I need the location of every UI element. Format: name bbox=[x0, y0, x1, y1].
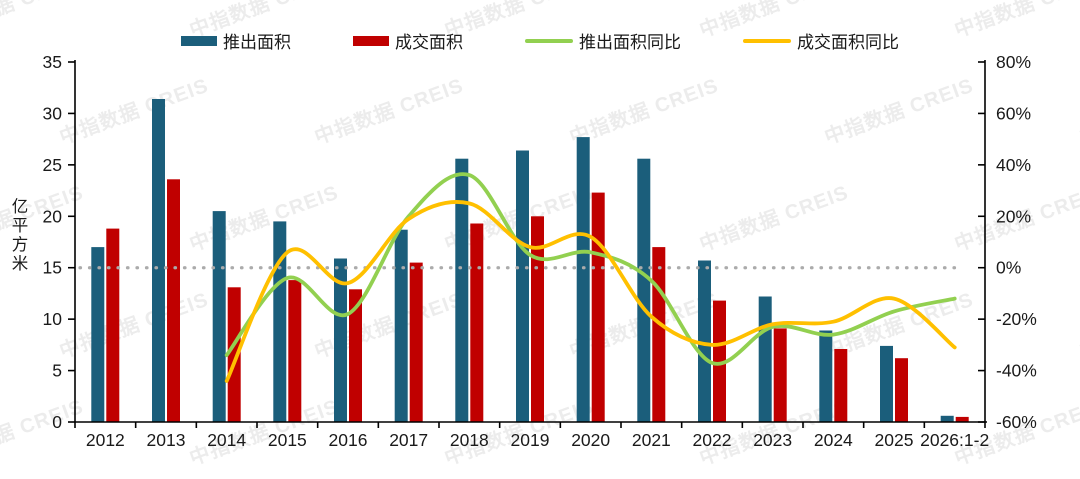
svg-text:2014: 2014 bbox=[207, 430, 246, 450]
bar bbox=[773, 328, 787, 422]
yoy-line-1 bbox=[224, 200, 957, 383]
svg-text:10: 10 bbox=[43, 309, 63, 329]
bar bbox=[834, 349, 848, 422]
svg-text:2024: 2024 bbox=[814, 430, 853, 450]
bar bbox=[152, 99, 165, 422]
svg-text:2015: 2015 bbox=[268, 430, 307, 450]
svg-text:-20%: -20% bbox=[996, 309, 1037, 329]
bar bbox=[394, 229, 408, 422]
yoy-line-0 bbox=[224, 172, 957, 366]
svg-text:60%: 60% bbox=[996, 103, 1031, 123]
svg-text:2025: 2025 bbox=[875, 430, 914, 450]
svg-text:30: 30 bbox=[43, 103, 63, 123]
bar bbox=[349, 289, 362, 422]
bar bbox=[455, 158, 469, 422]
svg-text:0: 0 bbox=[52, 412, 62, 432]
bar bbox=[470, 223, 484, 422]
x-axis-labels: 2012 2013 2014 2015 2016 2017 2018 2019 2020 2021… bbox=[86, 430, 989, 450]
axes bbox=[68, 60, 987, 428]
legend-label: 推出面积 bbox=[223, 33, 291, 52]
right-axis-labels: -60% -40% -20% 0% 20% 40% 60% 80% bbox=[996, 52, 1037, 432]
legend: 推出面积 成交面积 推出面积同比 成交面积同比 bbox=[0, 28, 1080, 53]
bar bbox=[273, 221, 287, 422]
svg-text:-60%: -60% bbox=[996, 412, 1037, 432]
bar bbox=[167, 179, 180, 422]
bar bbox=[940, 415, 954, 422]
legend-label: 成交面积同比 bbox=[797, 33, 899, 52]
bar bbox=[637, 158, 651, 422]
svg-text:2017: 2017 bbox=[389, 430, 428, 450]
svg-text:2026:1-2: 2026:1-2 bbox=[920, 430, 989, 450]
line-swatch-icon bbox=[743, 38, 791, 43]
bar bbox=[895, 358, 908, 422]
svg-text:2016: 2016 bbox=[329, 430, 368, 450]
bar bbox=[212, 211, 226, 422]
svg-text:5: 5 bbox=[52, 361, 62, 381]
left-axis-title: 亿平方米 bbox=[12, 197, 29, 273]
legend-item-tuichu-mianji: 推出面积 bbox=[181, 28, 291, 53]
bar bbox=[713, 300, 726, 422]
legend-label: 推出面积同比 bbox=[579, 33, 681, 52]
svg-text:2019: 2019 bbox=[511, 430, 550, 450]
legend-item-chengjiao-mianji: 成交面积 bbox=[353, 28, 463, 53]
bar bbox=[819, 330, 833, 422]
bar bbox=[576, 137, 590, 422]
svg-text:2022: 2022 bbox=[693, 430, 732, 450]
svg-text:2021: 2021 bbox=[632, 430, 671, 450]
legend-item-tuichu-tongbi: 推出面积同比 bbox=[525, 28, 681, 53]
svg-text:25: 25 bbox=[43, 155, 62, 175]
bar bbox=[409, 262, 423, 422]
left-axis-labels: 0 5 10 15 20 25 30 35 bbox=[43, 52, 63, 432]
svg-text:20: 20 bbox=[43, 206, 63, 226]
bar bbox=[91, 247, 105, 422]
svg-text:-40%: -40% bbox=[996, 361, 1037, 381]
svg-text:2018: 2018 bbox=[450, 430, 489, 450]
bar bbox=[334, 258, 347, 422]
bar bbox=[758, 296, 772, 422]
bar bbox=[106, 228, 120, 422]
svg-text:80%: 80% bbox=[996, 52, 1031, 72]
svg-text:15: 15 bbox=[43, 258, 62, 278]
legend-item-chengjiao-tongbi: 成交面积同比 bbox=[743, 28, 899, 53]
svg-text:0%: 0% bbox=[996, 258, 1021, 278]
bar bbox=[288, 280, 302, 422]
svg-text:2023: 2023 bbox=[753, 430, 792, 450]
bar bbox=[880, 345, 893, 422]
line-swatch-icon bbox=[525, 38, 573, 43]
bar bbox=[531, 216, 544, 422]
svg-text:20%: 20% bbox=[996, 206, 1031, 226]
bar-swatch-icon bbox=[181, 35, 217, 46]
bar-series-1 bbox=[106, 179, 969, 422]
svg-text:2013: 2013 bbox=[147, 430, 186, 450]
bar bbox=[516, 150, 529, 422]
bar bbox=[591, 192, 605, 422]
svg-text:2020: 2020 bbox=[571, 430, 610, 450]
svg-text:35: 35 bbox=[43, 52, 62, 72]
bar bbox=[955, 416, 969, 422]
bar bbox=[227, 287, 241, 422]
bar bbox=[652, 247, 666, 422]
bar-swatch-icon bbox=[353, 35, 389, 46]
svg-text:40%: 40% bbox=[996, 155, 1031, 175]
svg-text:2012: 2012 bbox=[86, 430, 125, 450]
bar bbox=[698, 260, 711, 422]
bar-series-0 bbox=[91, 99, 954, 422]
legend-label: 成交面积 bbox=[395, 33, 463, 52]
